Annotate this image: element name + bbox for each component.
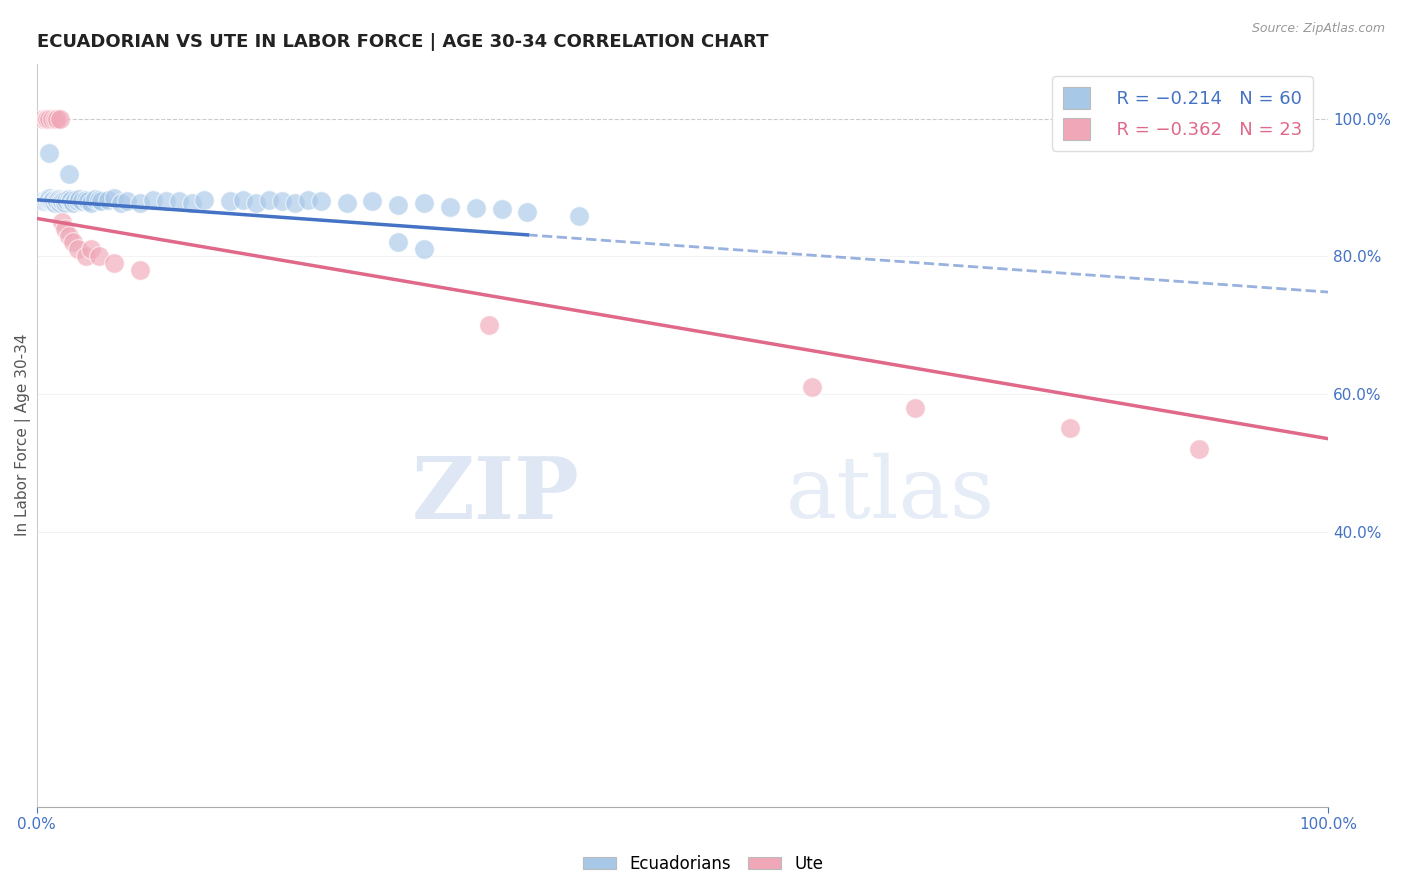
Point <box>53 221 76 235</box>
Point <box>51 194 73 209</box>
Point <box>58 167 80 181</box>
Point <box>34 194 56 209</box>
Point <box>39 194 62 209</box>
Point <box>35 112 58 126</box>
Point <box>87 249 110 263</box>
Point <box>1188 442 1211 456</box>
Point <box>52 193 75 207</box>
Point <box>70 194 93 209</box>
Legend:   R = −0.214   N = 60,   R = −0.362   N = 23: R = −0.214 N = 60, R = −0.362 N = 23 <box>1052 76 1313 151</box>
Point <box>65 193 87 207</box>
Point <box>87 193 110 207</box>
Point <box>49 112 72 126</box>
Point <box>387 197 409 211</box>
Point <box>38 191 60 205</box>
Point <box>46 112 69 126</box>
Point <box>245 195 267 210</box>
Point <box>37 192 59 206</box>
Text: atlas: atlas <box>786 453 995 536</box>
Text: ECUADORIAN VS UTE IN LABOR FORCE | AGE 30-34 CORRELATION CHART: ECUADORIAN VS UTE IN LABOR FORCE | AGE 3… <box>37 33 768 51</box>
Point <box>219 194 242 209</box>
Point <box>439 200 461 214</box>
Point <box>232 193 254 207</box>
Point <box>38 193 60 207</box>
Point <box>60 193 83 207</box>
Point <box>35 193 58 207</box>
Point <box>49 195 72 210</box>
Point <box>128 263 150 277</box>
Point <box>103 191 125 205</box>
Point <box>97 193 120 207</box>
Point <box>167 194 190 209</box>
Point <box>413 195 436 210</box>
Point <box>309 194 332 209</box>
Point <box>75 193 97 207</box>
Y-axis label: In Labor Force | Age 30-34: In Labor Force | Age 30-34 <box>15 334 31 536</box>
Point <box>335 195 357 210</box>
Point <box>44 112 66 126</box>
Point <box>297 193 319 207</box>
Point <box>42 193 65 207</box>
Point <box>271 194 294 209</box>
Point <box>464 201 486 215</box>
Point <box>38 146 60 161</box>
Point <box>180 195 202 210</box>
Point <box>58 192 80 206</box>
Point <box>155 194 177 209</box>
Point <box>800 380 823 394</box>
Point <box>361 194 384 209</box>
Point <box>193 193 215 207</box>
Point <box>51 215 73 229</box>
Point <box>568 210 591 224</box>
Point <box>80 243 103 257</box>
Point <box>32 112 55 126</box>
Point <box>53 195 76 210</box>
Point <box>44 195 66 210</box>
Point <box>62 195 84 210</box>
Point <box>38 112 60 126</box>
Point <box>58 228 80 243</box>
Point <box>66 243 89 257</box>
Point <box>75 249 97 263</box>
Point <box>34 112 56 126</box>
Point <box>41 112 63 126</box>
Point <box>49 193 72 207</box>
Point <box>257 193 280 207</box>
Point <box>904 401 927 415</box>
Point <box>478 318 501 332</box>
Point <box>516 204 538 219</box>
Point <box>55 193 77 207</box>
Point <box>48 192 70 206</box>
Point <box>90 194 112 209</box>
Point <box>128 195 150 210</box>
Point <box>103 256 125 270</box>
Text: ZIP: ZIP <box>412 453 579 537</box>
Point <box>83 192 105 206</box>
Point <box>1059 421 1081 435</box>
Point <box>46 194 69 209</box>
Point <box>110 195 132 210</box>
Point <box>32 194 55 209</box>
Point <box>77 194 100 209</box>
Point <box>413 243 436 257</box>
Point <box>67 192 90 206</box>
Point <box>62 235 84 250</box>
Point <box>45 193 67 207</box>
Point <box>80 195 103 210</box>
Point <box>387 235 409 250</box>
Point <box>142 193 165 207</box>
Point <box>66 194 89 209</box>
Text: Source: ZipAtlas.com: Source: ZipAtlas.com <box>1251 22 1385 36</box>
Point <box>59 194 82 209</box>
Point <box>491 202 513 217</box>
Point <box>284 195 307 210</box>
Legend: Ecuadorians, Ute: Ecuadorians, Ute <box>576 848 830 880</box>
Point <box>115 194 138 209</box>
Point <box>41 194 63 209</box>
